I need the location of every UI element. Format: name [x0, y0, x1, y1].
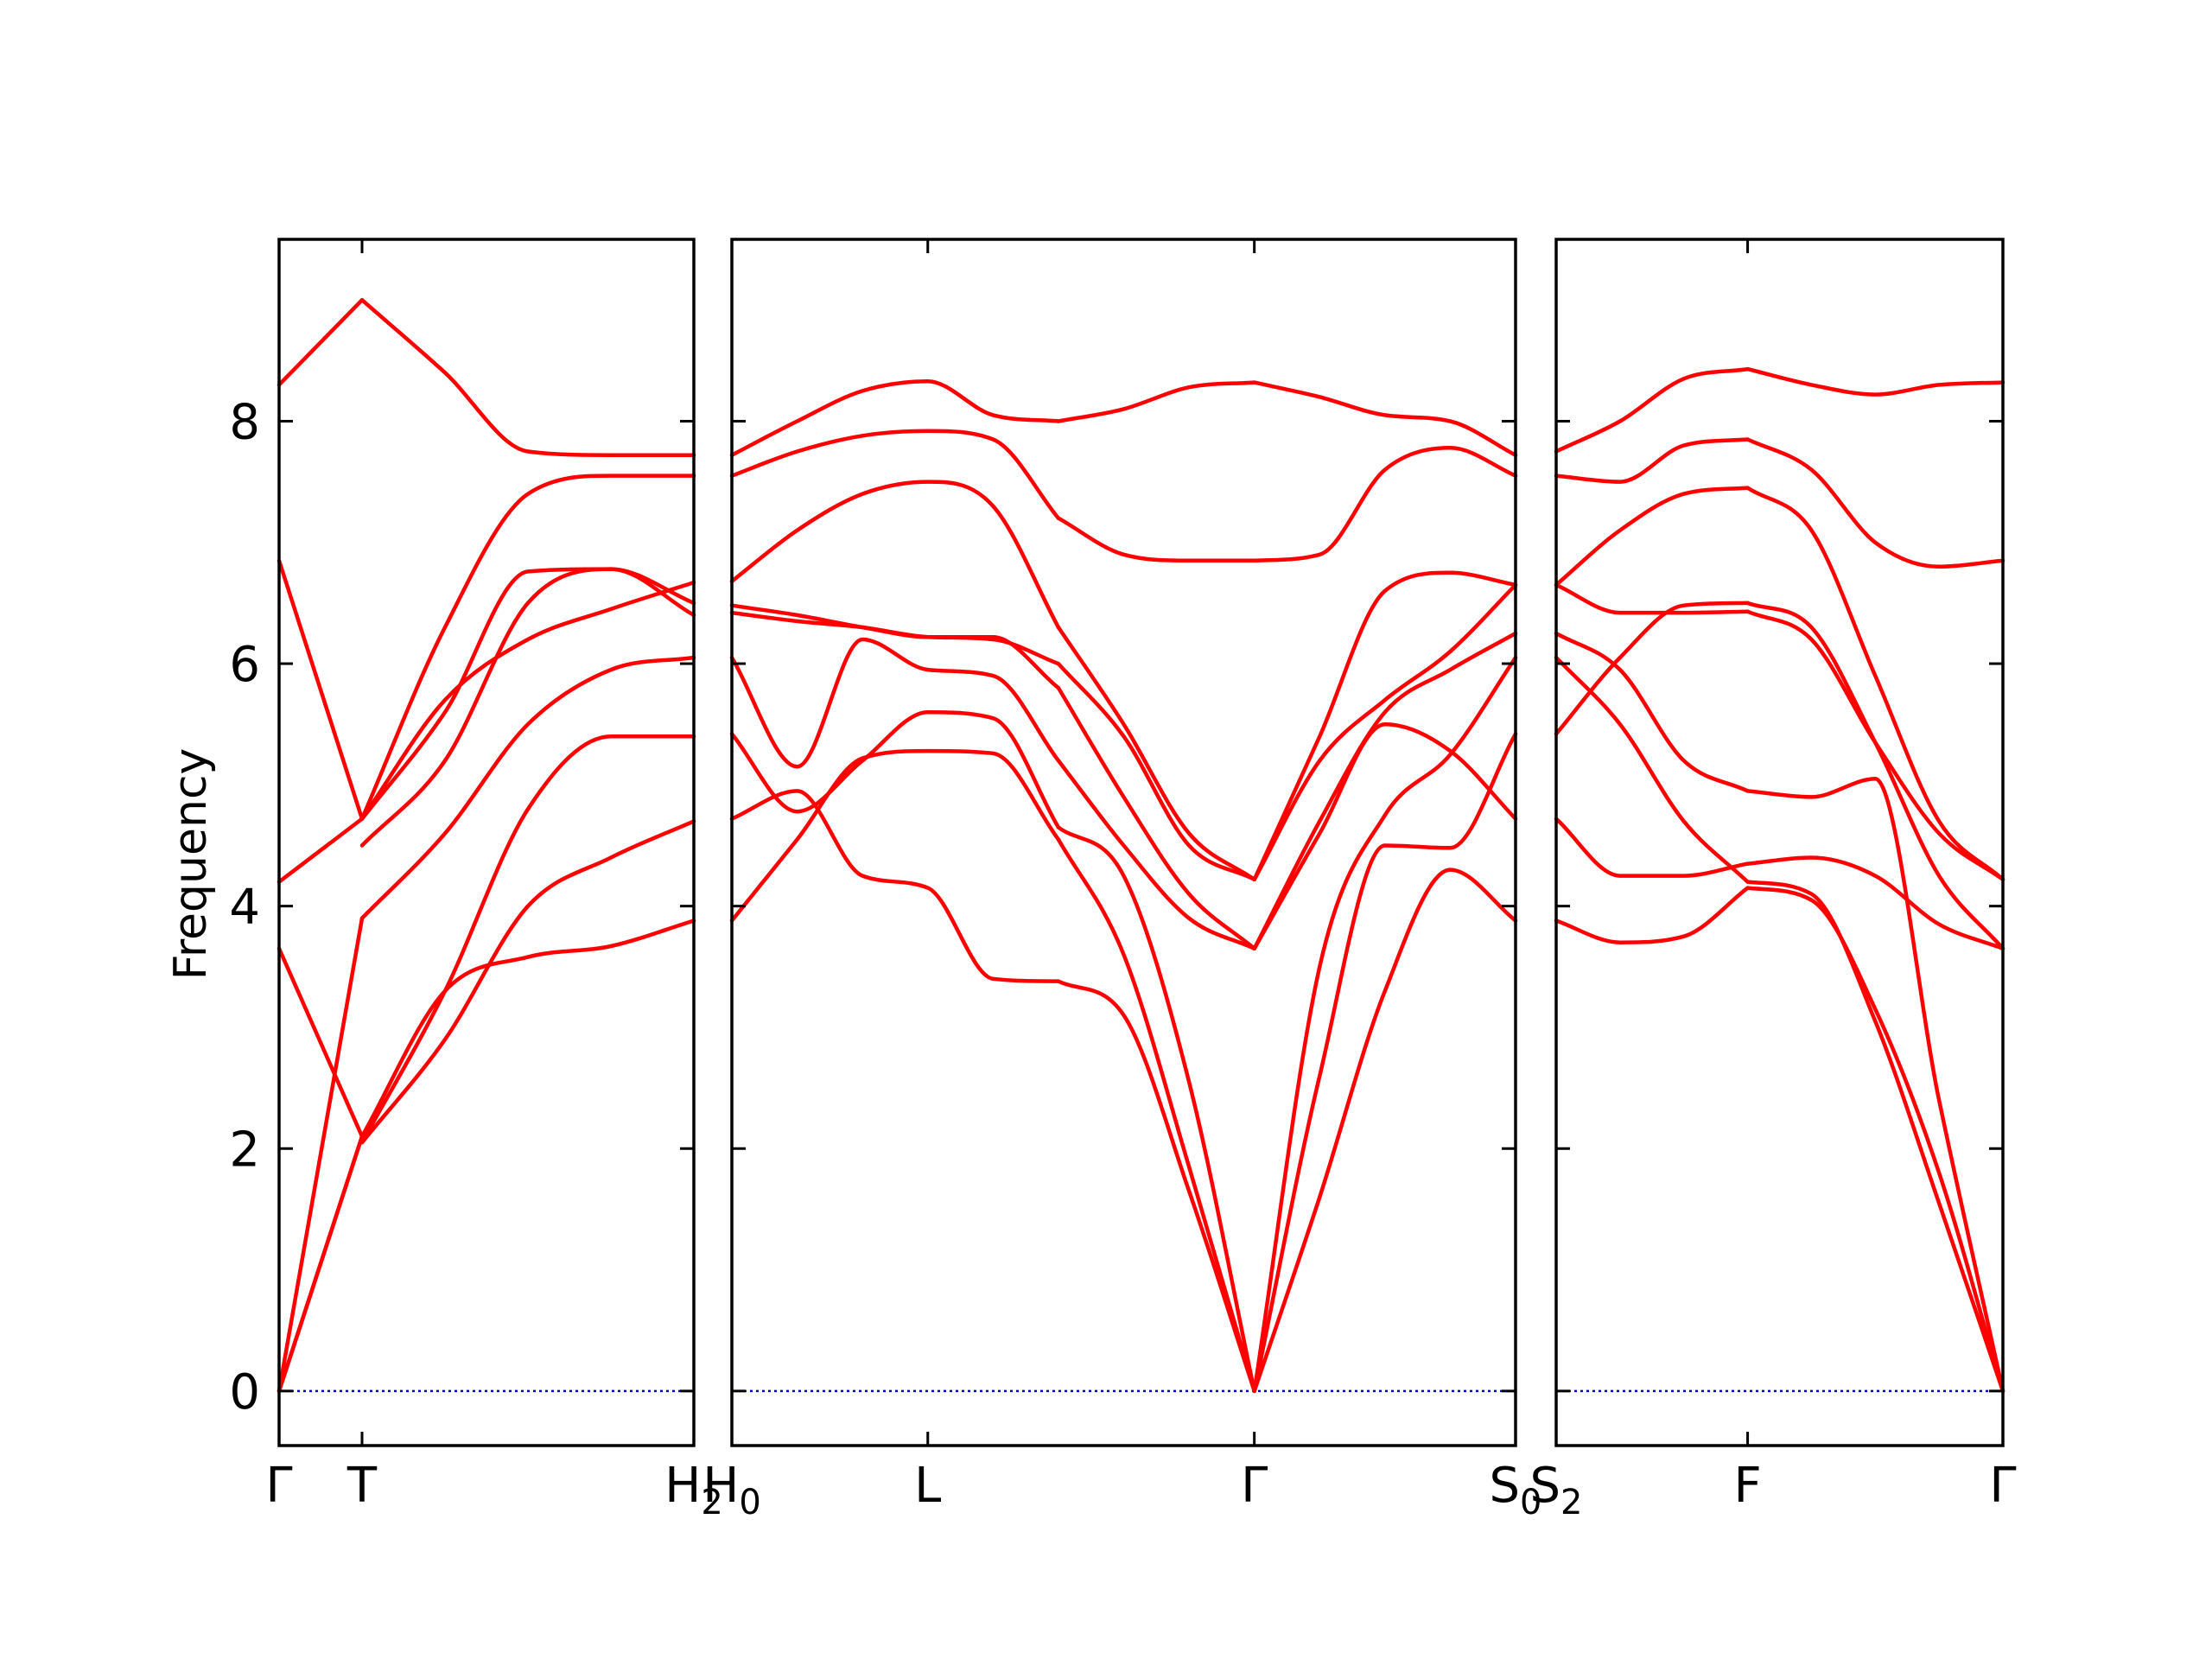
band-p3-s1-b8	[1554, 437, 1750, 484]
band-p2-s1-b9	[729, 378, 1061, 457]
band-p3-s2-b9	[1745, 366, 2005, 397]
xtick-label-p3-1: F	[1733, 1458, 1761, 1514]
band-p3-s2-b4	[1745, 855, 2005, 951]
band-p3-s2-b3	[1745, 777, 2005, 1394]
panel-frame-1	[277, 238, 696, 1447]
band-p1-s1-b4	[276, 946, 365, 1139]
band-p1-s2-b6	[359, 567, 696, 821]
xtick-label-p2-3: S0	[1490, 1458, 1542, 1522]
band-p3-s1-b1	[1554, 886, 1750, 944]
band-p3-s1-b5	[1554, 631, 1750, 793]
xtick-label-p3-0: S2	[1530, 1458, 1583, 1522]
band-p1-s2-b1	[359, 819, 696, 1145]
band-p2-s1-b1	[729, 748, 1061, 923]
band-p2-s1-b6	[729, 610, 1061, 666]
band-p2-s2-b9	[1056, 380, 1256, 423]
band-p2-s2-b1	[1056, 837, 1256, 1394]
band-p2-s3-b2	[1252, 732, 1518, 1394]
ytick-label-4: 4	[229, 880, 260, 936]
band-p2-s3-b8	[1252, 446, 1518, 563]
band-p2-s2-b4	[1056, 759, 1256, 951]
band-p3-s2-b7	[1745, 486, 2005, 882]
band-p2-s2-b7	[1056, 625, 1256, 882]
band-p1-s2-b7	[359, 580, 696, 821]
band-p1-s1-b5	[276, 817, 365, 884]
panel-frame-2	[730, 238, 1517, 1447]
xtick-label-p1-0: Γ	[265, 1458, 292, 1514]
band-p1-s2-b9	[359, 474, 696, 821]
band-p2-s3-b9	[1252, 380, 1518, 457]
band-p3-s1-b4	[1554, 655, 1750, 884]
panel-frame-3	[1554, 238, 2005, 1447]
band-p2-s1-b4	[729, 637, 1061, 769]
band-p1-s1-b2	[276, 1134, 365, 1394]
band-p3-s2-b6	[1745, 609, 2005, 882]
panel-3	[1554, 238, 2005, 1447]
band-p1-s2-b4	[359, 655, 696, 920]
band-p3-s1-b7	[1554, 486, 1750, 588]
band-p3-s1-b3	[1554, 601, 1750, 736]
band-p3-s1-b2	[1554, 817, 1750, 878]
band-p2-s2-b3	[1056, 825, 1256, 1394]
band-p3-s2-b8	[1745, 437, 2005, 569]
band-p2-s3-b7	[1252, 570, 1518, 882]
band-p2-s2-b5	[1056, 685, 1256, 951]
y-axis-label: Frequency	[165, 748, 217, 981]
band-p1-s1-b6	[276, 558, 365, 821]
band-p2-s3-b1	[1252, 868, 1518, 1394]
ytick-label-8: 8	[229, 394, 260, 450]
band-p3-s1-b6	[1554, 582, 1750, 615]
ytick-label-2: 2	[229, 1122, 260, 1178]
band-p2-s1-b3	[729, 709, 1061, 830]
band-p2-s3-b3	[1252, 655, 1518, 1394]
band-p1-s2-b3	[359, 918, 696, 1139]
band-p3-s2-b1	[1745, 886, 2005, 1394]
panel-1	[276, 238, 696, 1447]
xtick-label-p2-0: H0	[702, 1458, 761, 1522]
band-p2-s2-b8	[1056, 516, 1256, 563]
band-p2-s2-b2	[1056, 979, 1256, 1394]
xtick-label-p3-2: Γ	[1989, 1458, 2016, 1514]
band-p2-s3-b6	[1252, 582, 1518, 882]
band-p3-s2-b2	[1745, 880, 2005, 1394]
band-p2-s1-b7	[729, 480, 1061, 630]
xtick-label-p1-2: H2	[664, 1458, 723, 1522]
band-p1-s2-b8	[359, 297, 696, 457]
xtick-label-p2-1: L	[914, 1458, 941, 1514]
xtick-label-p1-1: T	[346, 1458, 378, 1514]
band-p1-s2-b2	[359, 734, 696, 1145]
band-p2-s1-b2	[729, 789, 1061, 983]
ytick-label-0: 0	[229, 1364, 260, 1421]
ytick-label-6: 6	[229, 637, 260, 693]
band-p1-s1-b7	[276, 297, 365, 387]
band-p2-s3-b4	[1252, 721, 1518, 951]
band-p2-s1-b8	[729, 429, 1061, 520]
band-p2-s2-b6	[1056, 661, 1256, 882]
band-p3-s1-b9	[1554, 366, 1750, 454]
band-p1-s1-b3	[276, 916, 365, 1394]
panel-2	[729, 238, 1518, 1447]
xtick-label-p2-2: Γ	[1241, 1458, 1268, 1514]
band-p2-s3-b5	[1252, 631, 1518, 951]
